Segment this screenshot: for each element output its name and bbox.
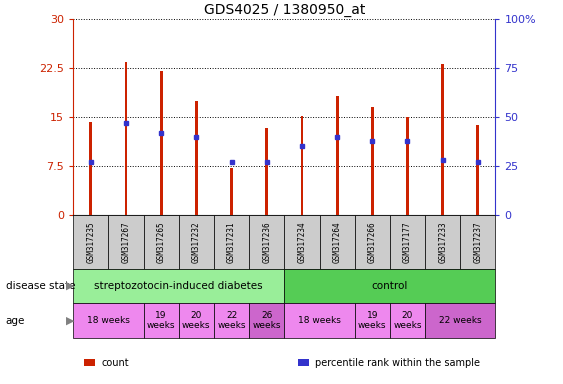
Bar <box>160 71 163 215</box>
Bar <box>371 108 374 215</box>
Bar <box>195 101 198 215</box>
Text: GSM317232: GSM317232 <box>192 221 201 263</box>
Bar <box>320 215 355 269</box>
Bar <box>265 128 268 215</box>
Text: 18 weeks: 18 weeks <box>87 316 130 325</box>
Bar <box>355 303 390 338</box>
Bar <box>301 116 303 215</box>
Bar <box>336 96 338 215</box>
Text: GSM317234: GSM317234 <box>297 221 306 263</box>
Text: 18 weeks: 18 weeks <box>298 316 341 325</box>
Bar <box>249 303 284 338</box>
Bar <box>284 215 320 269</box>
Text: GSM317177: GSM317177 <box>403 221 412 263</box>
Text: GSM317266: GSM317266 <box>368 221 377 263</box>
Text: GSM317237: GSM317237 <box>473 221 482 263</box>
Bar <box>284 303 355 338</box>
Bar <box>108 215 144 269</box>
Bar <box>144 215 179 269</box>
Bar <box>230 168 233 215</box>
Text: 22 weeks: 22 weeks <box>439 316 481 325</box>
Text: 20
weeks: 20 weeks <box>182 311 211 330</box>
Bar <box>390 303 425 338</box>
Text: ▶: ▶ <box>65 281 74 291</box>
Bar <box>124 62 127 215</box>
Bar <box>73 215 108 269</box>
Text: GSM317236: GSM317236 <box>262 221 271 263</box>
Text: 20
weeks: 20 weeks <box>393 311 422 330</box>
Text: 26
weeks: 26 weeks <box>252 311 281 330</box>
Text: GSM317267: GSM317267 <box>122 221 131 263</box>
Text: GSM317235: GSM317235 <box>86 221 95 263</box>
Text: percentile rank within the sample: percentile rank within the sample <box>315 358 480 368</box>
Text: GSM317265: GSM317265 <box>157 221 166 263</box>
Bar <box>355 215 390 269</box>
Text: 19
weeks: 19 weeks <box>358 311 387 330</box>
Bar <box>441 64 444 215</box>
Bar <box>284 269 495 303</box>
Bar <box>461 215 495 269</box>
Text: GSM317233: GSM317233 <box>438 221 447 263</box>
Bar <box>73 303 144 338</box>
Text: age: age <box>6 316 25 326</box>
Bar <box>144 303 179 338</box>
Bar <box>73 269 284 303</box>
Bar <box>406 117 409 215</box>
Bar <box>476 125 479 215</box>
Text: ▶: ▶ <box>65 316 74 326</box>
Text: disease state: disease state <box>6 281 75 291</box>
Bar <box>390 215 425 269</box>
Bar <box>425 215 461 269</box>
Bar <box>214 215 249 269</box>
Bar <box>249 215 284 269</box>
Text: control: control <box>372 281 408 291</box>
Text: GSM317231: GSM317231 <box>227 221 236 263</box>
Text: 19
weeks: 19 weeks <box>147 311 176 330</box>
Text: 22
weeks: 22 weeks <box>217 311 246 330</box>
Bar <box>425 303 495 338</box>
Bar <box>214 303 249 338</box>
Bar <box>179 215 214 269</box>
Text: streptozotocin-induced diabetes: streptozotocin-induced diabetes <box>95 281 263 291</box>
Text: GSM317264: GSM317264 <box>333 221 342 263</box>
Title: GDS4025 / 1380950_at: GDS4025 / 1380950_at <box>204 3 365 17</box>
Bar <box>179 303 214 338</box>
Bar <box>90 122 92 215</box>
Text: count: count <box>101 358 129 368</box>
